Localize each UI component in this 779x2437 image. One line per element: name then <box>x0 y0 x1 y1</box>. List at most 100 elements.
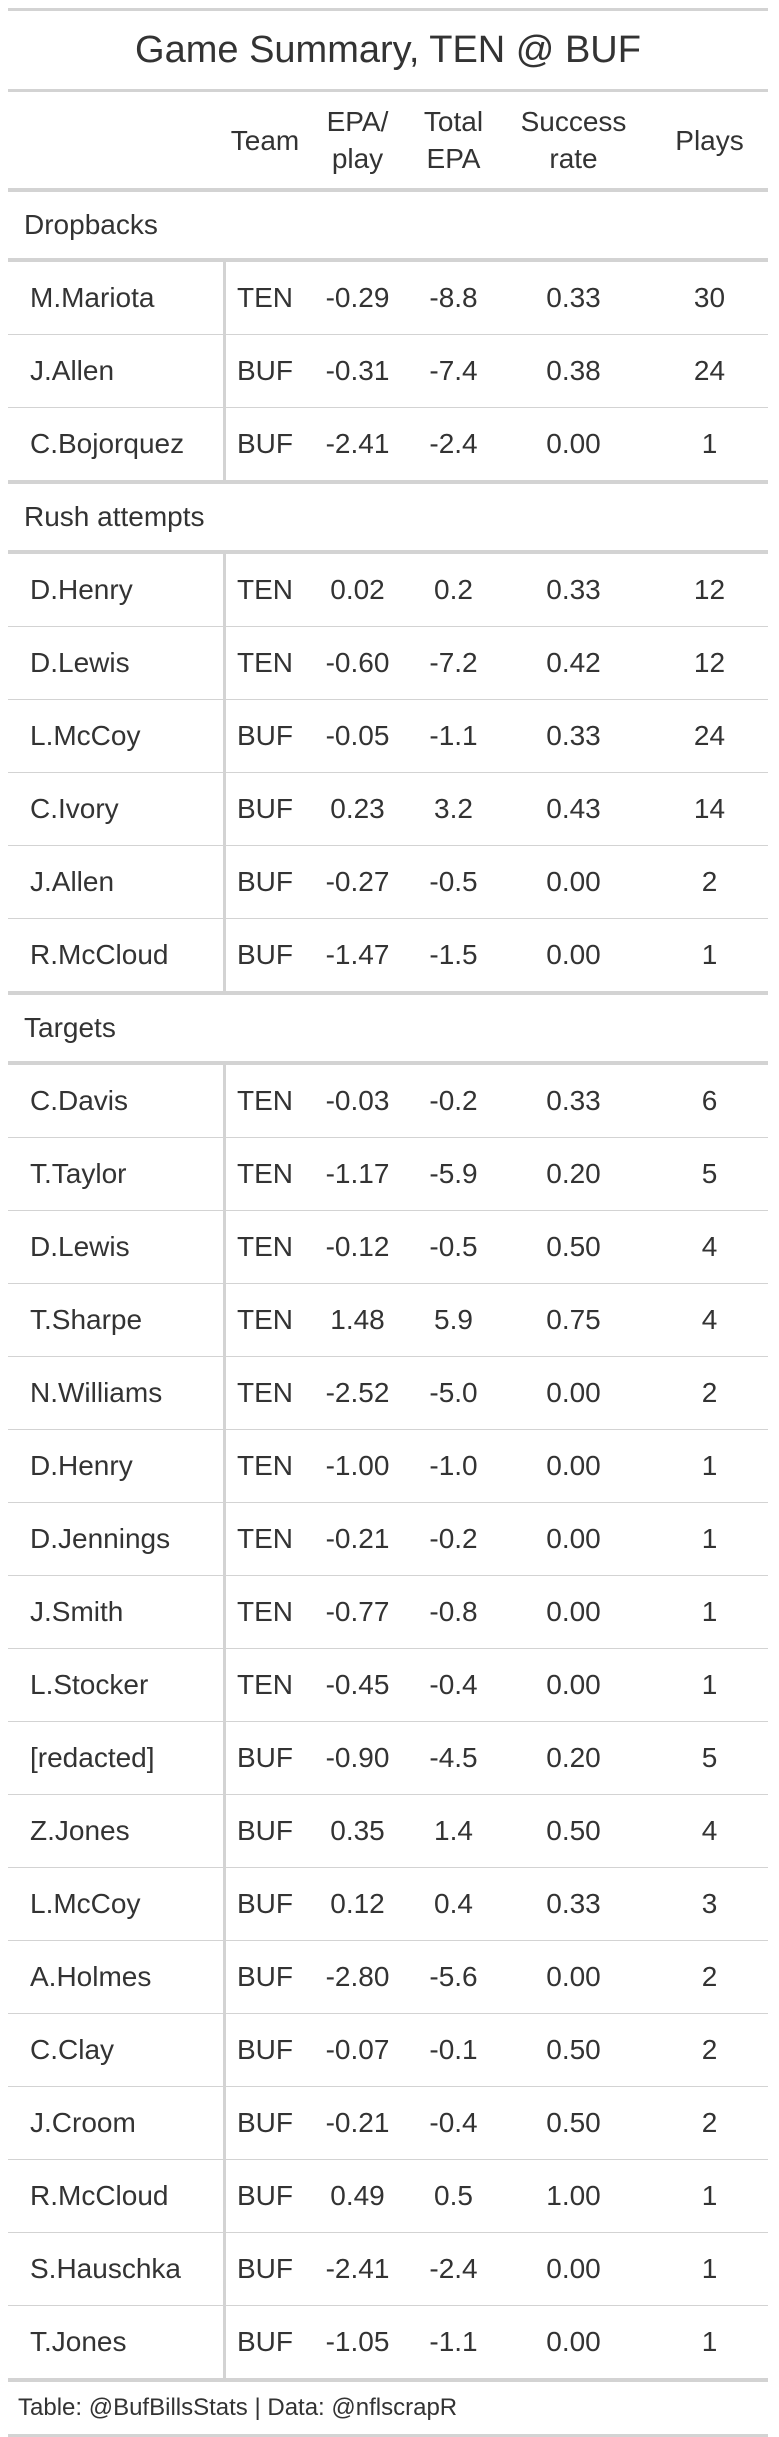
plays-cell: 1 <box>701 1450 718 1481</box>
success-rate-cell: 0.33 <box>546 1085 601 1116</box>
player-name-cell: A.Holmes <box>8 1941 226 2013</box>
total-epa-cell: 0.5 <box>434 2180 473 2211</box>
team-cell: TEN <box>237 647 293 678</box>
header-rule <box>8 89 768 92</box>
player-name-cell: D.Lewis <box>8 1211 226 1283</box>
success-rate-cell: 0.33 <box>546 720 601 751</box>
team-cell: TEN <box>237 1231 293 1262</box>
player-name-cell: R.McCloud <box>8 2160 226 2232</box>
player-name-cell: [redacted] <box>8 1722 226 1794</box>
table-row: J.Croom BUF -0.21 -0.4 0.50 2 <box>8 2087 768 2160</box>
player-name-cell: D.Jennings <box>8 1503 226 1575</box>
table-row: C.Bojorquez BUF -2.41 -2.4 0.00 1 <box>8 408 768 484</box>
total-epa-cell: -0.5 <box>429 1231 478 1262</box>
success-rate-cell: 1.00 <box>546 2180 601 2211</box>
table-row: D.Jennings TEN -0.21 -0.2 0.00 1 <box>8 1503 768 1576</box>
epa-play-cell: -2.80 <box>325 1961 390 1992</box>
player-name-cell: D.Lewis <box>8 627 226 699</box>
column-header-total-epa-line1: Total <box>423 106 484 137</box>
epa-play-cell: -2.52 <box>325 1377 390 1408</box>
success-rate-cell: 0.33 <box>546 574 601 605</box>
table-row: N.Williams TEN -2.52 -5.0 0.00 2 <box>8 1357 768 1430</box>
plays-cell: 5 <box>701 1158 718 1189</box>
game-summary-table: Game Summary, TEN @ BUF Team EPA/ play T… <box>8 8 768 2437</box>
player-name-cell: J.Smith <box>8 1576 226 1648</box>
column-header-epa-play: EPA/ play <box>304 103 411 177</box>
table-row: Z.Jones BUF 0.35 1.4 0.50 4 <box>8 1795 768 1868</box>
total-epa-cell: -1.5 <box>429 939 478 970</box>
table-row: C.Ivory BUF 0.23 3.2 0.43 14 <box>8 773 768 846</box>
team-cell: BUF <box>237 793 293 824</box>
player-name-cell: N.Williams <box>8 1357 226 1429</box>
team-cell: BUF <box>237 2253 293 2284</box>
success-rate-cell: 0.43 <box>546 793 601 824</box>
table-row: L.Stocker TEN -0.45 -0.4 0.00 1 <box>8 1649 768 1722</box>
epa-play-cell: -0.21 <box>325 1523 390 1554</box>
total-epa-cell: -4.5 <box>429 1742 478 1773</box>
player-name-cell: T.Taylor <box>8 1138 226 1210</box>
column-header-total-epa: Total EPA <box>411 103 496 177</box>
success-rate-cell: 0.50 <box>546 1815 601 1846</box>
total-epa-cell: 1.4 <box>434 1815 473 1846</box>
row-group-label: Rush attempts <box>8 484 768 554</box>
table-row: R.McCloud BUF 0.49 0.5 1.00 1 <box>8 2160 768 2233</box>
epa-play-cell: -0.27 <box>325 866 390 897</box>
epa-play-cell: 0.12 <box>330 1888 385 1919</box>
epa-play-cell: -1.47 <box>325 939 390 970</box>
epa-play-cell: -0.77 <box>325 1596 390 1627</box>
table-row: T.Sharpe TEN 1.48 5.9 0.75 4 <box>8 1284 768 1357</box>
player-name-cell: S.Hauschka <box>8 2233 226 2305</box>
table-row: A.Holmes BUF -2.80 -5.6 0.00 2 <box>8 1941 768 2014</box>
total-epa-cell: -0.4 <box>429 2107 478 2138</box>
table-row: D.Lewis TEN -0.60 -7.2 0.42 12 <box>8 627 768 700</box>
team-cell: BUF <box>237 1742 293 1773</box>
player-name-cell: J.Allen <box>8 335 226 407</box>
column-header-success-rate-line2: rate <box>549 143 598 174</box>
player-name-cell: D.Henry <box>8 554 226 626</box>
team-cell: BUF <box>237 355 293 386</box>
total-epa-cell: -7.4 <box>429 355 478 386</box>
success-rate-cell: 0.20 <box>546 1742 601 1773</box>
player-name-cell: L.McCoy <box>8 700 226 772</box>
player-name-cell: D.Henry <box>8 1430 226 1502</box>
table-row: C.Clay BUF -0.07 -0.1 0.50 2 <box>8 2014 768 2087</box>
team-cell: TEN <box>237 1523 293 1554</box>
team-cell: TEN <box>237 1450 293 1481</box>
player-name-cell: J.Allen <box>8 846 226 918</box>
plays-cell: 24 <box>693 720 726 751</box>
success-rate-cell: 0.00 <box>546 866 601 897</box>
table-row: S.Hauschka BUF -2.41 -2.4 0.00 1 <box>8 2233 768 2306</box>
epa-play-cell: -0.29 <box>325 282 390 313</box>
plays-cell: 2 <box>701 2107 718 2138</box>
epa-play-cell: -0.60 <box>325 647 390 678</box>
player-name-cell: Z.Jones <box>8 1795 226 1867</box>
plays-cell: 4 <box>701 1304 718 1335</box>
player-name-cell: C.Ivory <box>8 773 226 845</box>
plays-cell: 12 <box>693 647 726 678</box>
plays-cell: 5 <box>701 1742 718 1773</box>
table-title: Game Summary, TEN @ BUF <box>135 29 641 71</box>
team-cell: BUF <box>237 720 293 751</box>
epa-play-cell: -0.45 <box>325 1669 390 1700</box>
row-group-label: Dropbacks <box>8 192 768 262</box>
success-rate-cell: 0.38 <box>546 355 601 386</box>
success-rate-cell: 0.00 <box>546 1377 601 1408</box>
plays-cell: 1 <box>701 2253 718 2284</box>
table-row: D.Henry TEN 0.02 0.2 0.33 12 <box>8 554 768 627</box>
epa-play-cell: -1.00 <box>325 1450 390 1481</box>
team-cell: TEN <box>237 1669 293 1700</box>
total-epa-cell: -5.9 <box>429 1158 478 1189</box>
epa-play-cell: -1.17 <box>325 1158 390 1189</box>
success-rate-cell: 0.00 <box>546 2326 601 2357</box>
epa-play-cell: -2.41 <box>325 2253 390 2284</box>
success-rate-cell: 0.00 <box>546 1596 601 1627</box>
table-row: D.Lewis TEN -0.12 -0.5 0.50 4 <box>8 1211 768 1284</box>
epa-play-cell: -2.41 <box>325 428 390 459</box>
success-rate-cell: 0.00 <box>546 1669 601 1700</box>
team-cell: BUF <box>237 2107 293 2138</box>
total-epa-cell: -1.0 <box>429 1450 478 1481</box>
epa-play-cell: -0.12 <box>325 1231 390 1262</box>
team-cell: BUF <box>237 1961 293 1992</box>
column-header-epa-play-line2: play <box>331 143 384 174</box>
epa-play-cell: -0.07 <box>325 2034 390 2065</box>
